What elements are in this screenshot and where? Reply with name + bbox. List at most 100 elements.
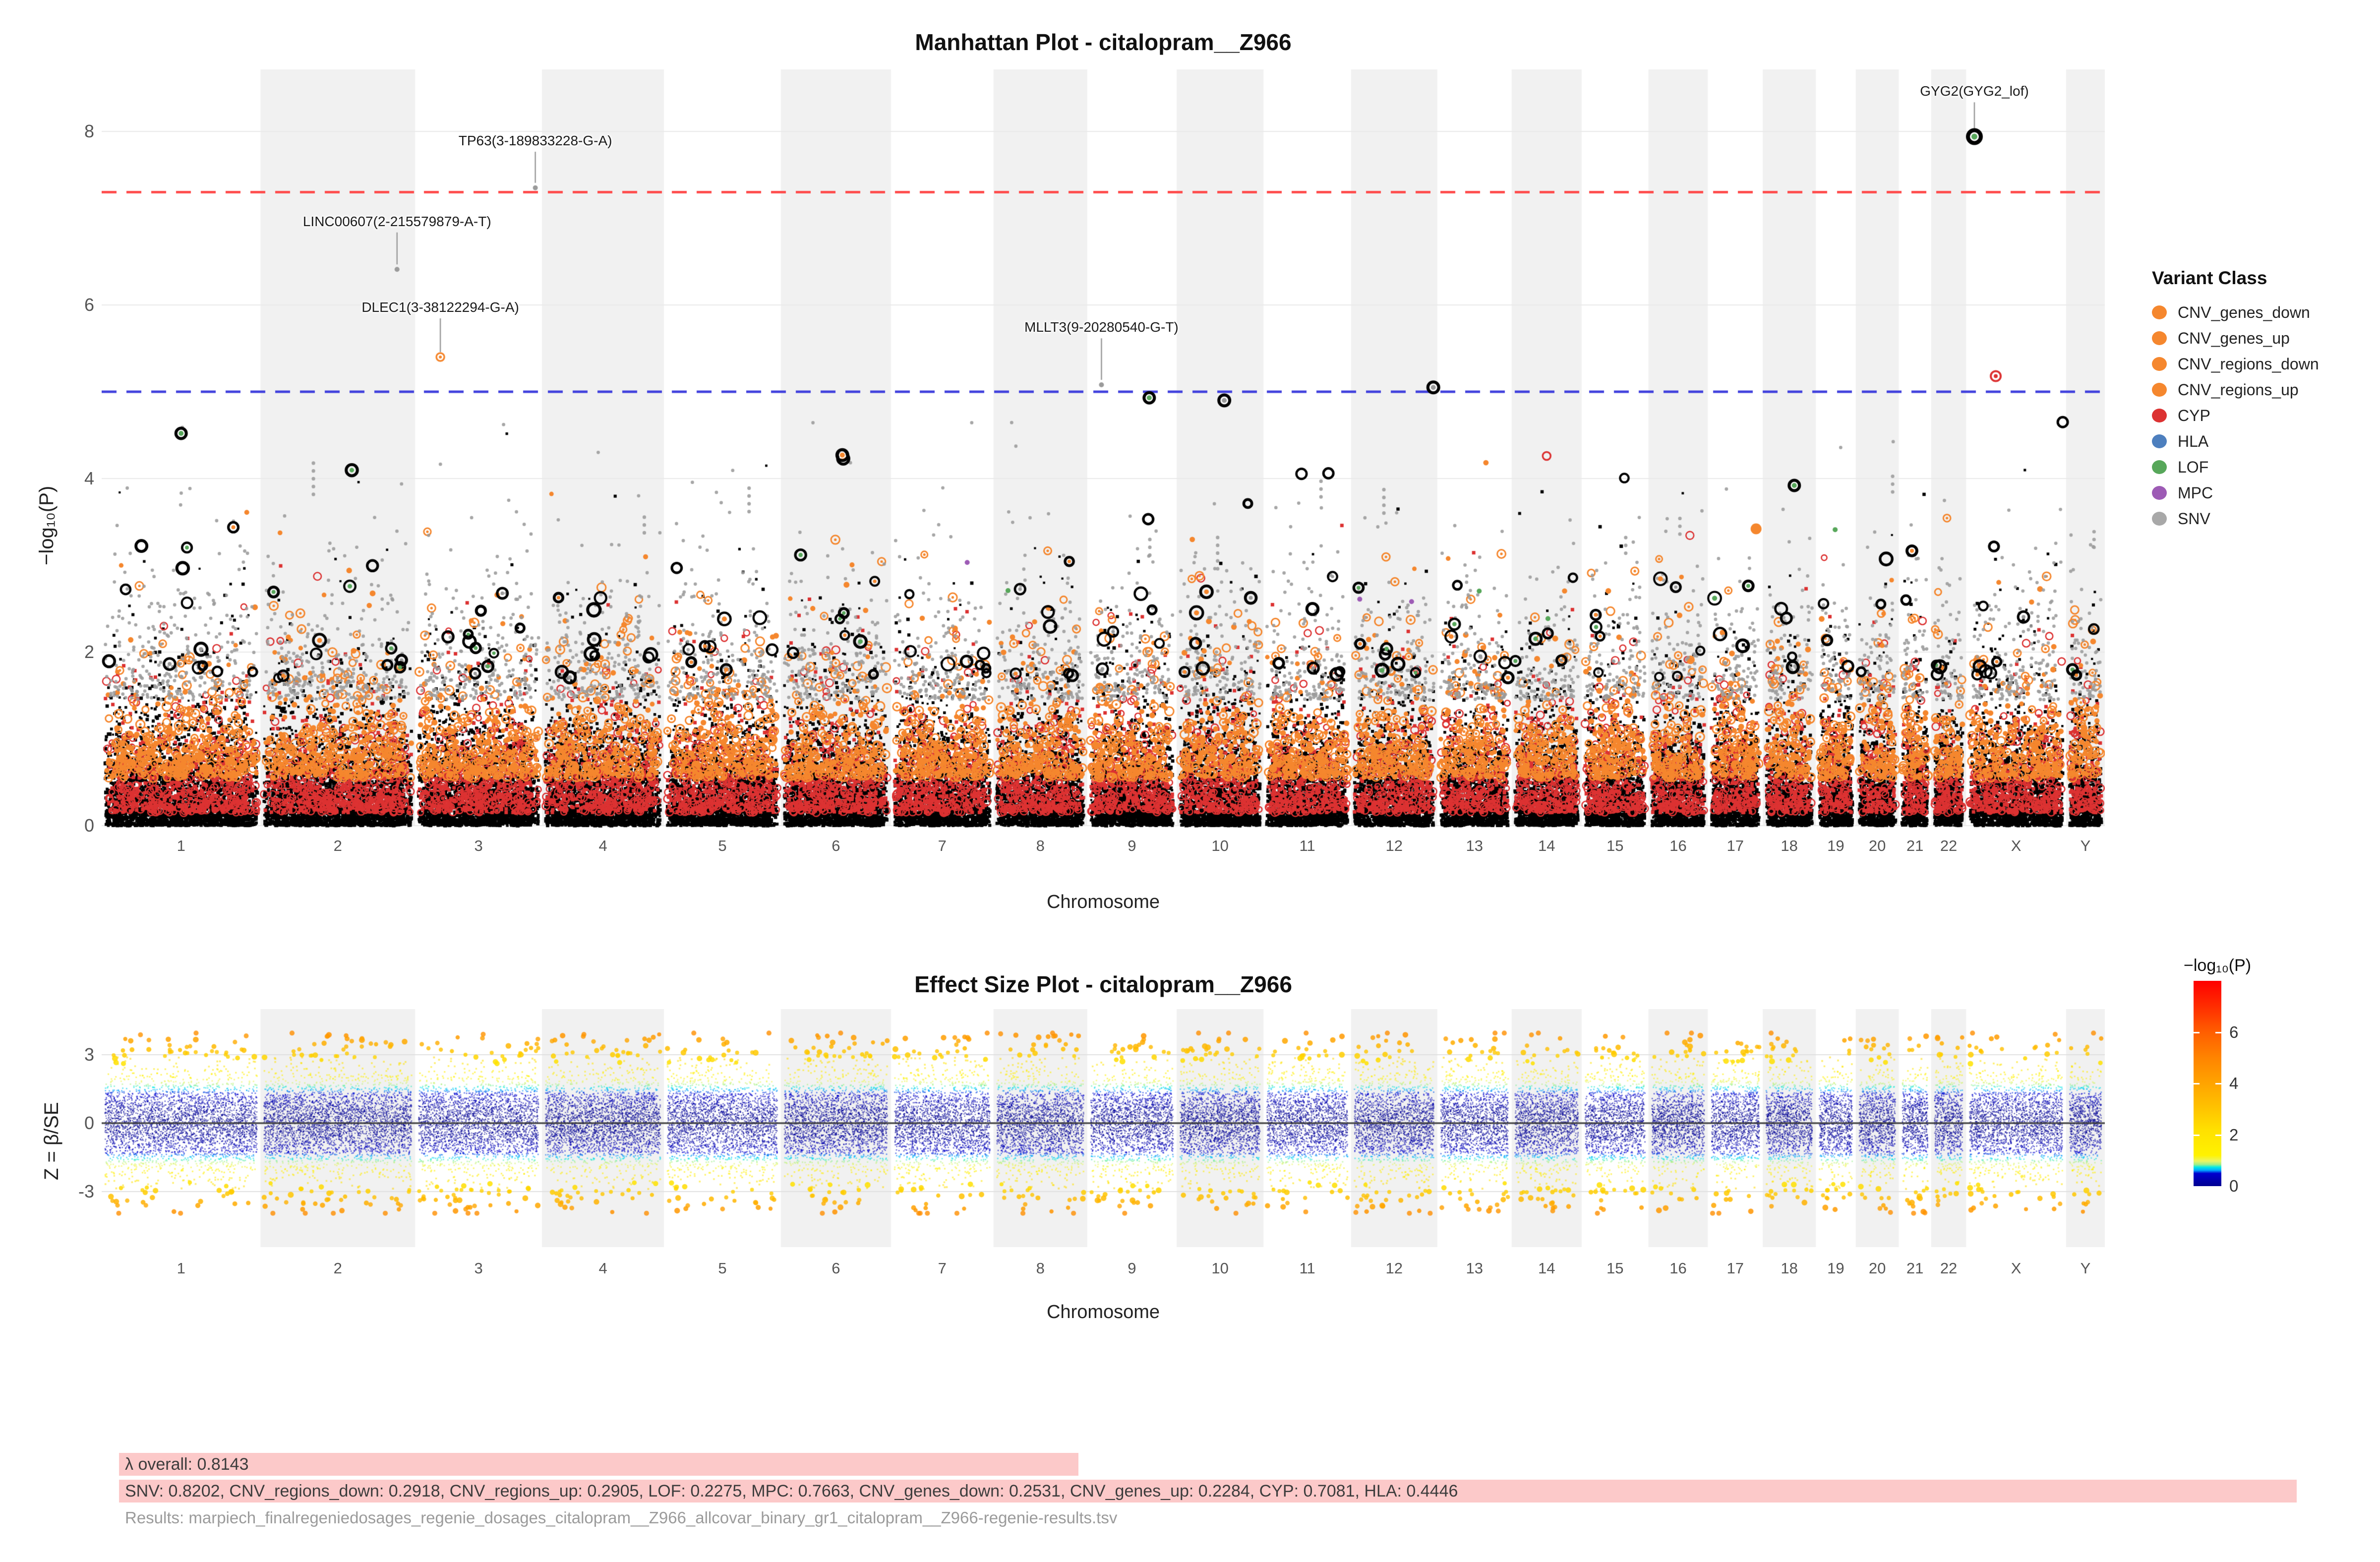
- legend-item: CYP: [2152, 403, 2370, 428]
- manhattan-plot-canvas: [102, 69, 2105, 828]
- manhattan-ytick: 2: [84, 642, 94, 662]
- manhattan-chr-label: 10: [1211, 837, 1229, 854]
- legend-color-dot-icon: [2152, 434, 2167, 448]
- effect-chr-label: 8: [1036, 1260, 1045, 1277]
- legend-item-label: SNV: [2178, 509, 2210, 528]
- effect-chr-label: 21: [1906, 1260, 1924, 1277]
- effect-ytick: 0: [84, 1113, 94, 1133]
- colorbar-tick-mark: [2194, 1134, 2200, 1136]
- manhattan-chr-label: 8: [1036, 837, 1045, 854]
- effect-chr-label: 5: [718, 1260, 727, 1277]
- legend-color-dot-icon: [2152, 409, 2167, 422]
- effect-chr-label: 2: [333, 1260, 342, 1277]
- effect-chr-label: 18: [1781, 1260, 1798, 1277]
- effect-chr-label: 20: [1868, 1260, 1886, 1277]
- legend-item-label: HLA: [2178, 432, 2209, 450]
- manhattan-ytick: 6: [84, 295, 94, 315]
- effect-chr-label: 22: [1940, 1260, 1958, 1277]
- legend-item: CNV_regions_down: [2152, 351, 2370, 377]
- lambda-overall-text: λ overall: 0.8143: [125, 1454, 249, 1474]
- manhattan-chr-label: 21: [1906, 837, 1924, 854]
- legend-color-dot-icon: [2152, 305, 2167, 319]
- legend-item-label: MPC: [2178, 483, 2213, 502]
- gene-annotation-label: MLLT3(9-20280540-G-T): [1024, 319, 1179, 335]
- colorbar-tick-mark: [2215, 1134, 2221, 1136]
- gene-annotation-label: TP63(3-189833228-G-A): [458, 133, 612, 148]
- legend-item-label: CNV_genes_up: [2178, 329, 2290, 347]
- manhattan-chr-label: Y: [2080, 837, 2091, 854]
- manhattan-chr-label: 14: [1538, 837, 1555, 854]
- effect-chr-label: 6: [832, 1260, 840, 1277]
- manhattan-chr-label: 5: [718, 837, 727, 854]
- effect-title: Effect Size Plot - citalopram__Z966: [914, 971, 1292, 997]
- legend-item: CNV_genes_up: [2152, 325, 2370, 351]
- manhattan-chr-label: 19: [1827, 837, 1844, 854]
- legend-item-label: CNV_genes_down: [2178, 303, 2310, 321]
- legend-item: HLA: [2152, 428, 2370, 454]
- effect-chr-label: 13: [1466, 1260, 1483, 1277]
- manhattan-chr-label: 20: [1868, 837, 1886, 854]
- manhattan-chr-label: 6: [832, 837, 840, 854]
- manhattan-chr-label: 15: [1606, 837, 1624, 854]
- manhattan-ytick: 8: [84, 121, 94, 141]
- colorbar-tick-mark: [2215, 1031, 2221, 1033]
- manhattan-ylabel: −log₁₀(P): [36, 485, 58, 565]
- effect-plot-canvas: [102, 1009, 2105, 1247]
- manhattan-chr-label: 11: [1299, 837, 1315, 854]
- legend-item: LOF: [2152, 454, 2370, 480]
- lambda-overall-bar: λ overall: 0.8143: [119, 1453, 1078, 1476]
- legend-color-dot-icon: [2152, 460, 2167, 474]
- colorbar-tick-label: 6: [2229, 1022, 2239, 1041]
- manhattan-ytick: 0: [84, 815, 94, 836]
- legend-title: Variant Class: [2152, 268, 2267, 288]
- effect-chr-label: 16: [1669, 1260, 1687, 1277]
- lambda-per-class-bar: SNV: 0.8202, CNV_regions_down: 0.2918, C…: [119, 1480, 2297, 1502]
- gene-annotation-label: LINC00607(2-215579879-A-T): [302, 213, 491, 229]
- colorbar-tick-label: 4: [2229, 1074, 2239, 1092]
- legend-color-dot-icon: [2152, 357, 2167, 371]
- manhattan-chr-label: 9: [1128, 837, 1136, 854]
- legend-color-dot-icon: [2152, 512, 2167, 526]
- legend-item: CNV_regions_up: [2152, 377, 2370, 403]
- manhattan-chr-label: 1: [177, 837, 185, 854]
- legend-item-label: CYP: [2178, 406, 2210, 424]
- colorbar-title: −log₁₀(P): [2184, 956, 2252, 975]
- legend-item: MPC: [2152, 480, 2370, 506]
- colorbar-tick-mark: [2215, 1083, 2221, 1084]
- effect-chr-label: 10: [1211, 1260, 1229, 1277]
- effect-chr-label: X: [2011, 1260, 2022, 1277]
- effect-chr-label: 4: [598, 1260, 607, 1277]
- manhattan-chr-label: 2: [333, 837, 342, 854]
- effect-chr-label: 15: [1606, 1260, 1624, 1277]
- effect-chr-label: 3: [474, 1260, 483, 1277]
- legend-color-dot-icon: [2152, 383, 2167, 397]
- variant-class-legend: Variant Class CNV_genes_down CNV_genes_up…: [2152, 268, 2370, 532]
- effect-xlabel: Chromosome: [1046, 1302, 1160, 1322]
- manhattan-ytick: 4: [84, 468, 94, 488]
- legend-item-label: CNV_regions_down: [2178, 355, 2319, 373]
- manhattan-xlabel: Chromosome: [1046, 892, 1160, 912]
- manhattan-chr-label: 12: [1385, 837, 1403, 854]
- effect-chr-label: 7: [938, 1260, 947, 1277]
- effect-chr-label: 17: [1726, 1260, 1744, 1277]
- manhattan-chr-label: 18: [1781, 837, 1798, 854]
- legend-item-label: LOF: [2178, 458, 2209, 476]
- effect-ylabel: Z = β/SE: [41, 1102, 62, 1181]
- manhattan-title: Manhattan Plot - citalopram__Z966: [915, 29, 1292, 55]
- effect-ytick: 3: [84, 1044, 94, 1065]
- effect-chr-label: 11: [1299, 1260, 1315, 1277]
- manhattan-chr-label: 22: [1940, 837, 1958, 854]
- legend-items: CNV_genes_down CNV_genes_up CNV_regions_do…: [2152, 300, 2370, 532]
- effect-ytick: -3: [78, 1181, 94, 1202]
- effect-chr-label: Y: [2080, 1260, 2091, 1277]
- manhattan-chr-label: 13: [1466, 837, 1483, 854]
- effect-chr-label: 1: [177, 1260, 185, 1277]
- effect-chr-label: 12: [1385, 1260, 1403, 1277]
- manhattan-chr-label: 3: [474, 837, 483, 854]
- colorbar-tick-label: 0: [2229, 1177, 2239, 1195]
- colorbar-tick-mark: [2194, 1083, 2200, 1084]
- lambda-per-class-text: SNV: 0.8202, CNV_regions_down: 0.2918, C…: [125, 1481, 1458, 1501]
- gene-annotation-label: DLEC1(3-38122294-G-A): [361, 300, 519, 315]
- effect-chr-label: 9: [1128, 1260, 1136, 1277]
